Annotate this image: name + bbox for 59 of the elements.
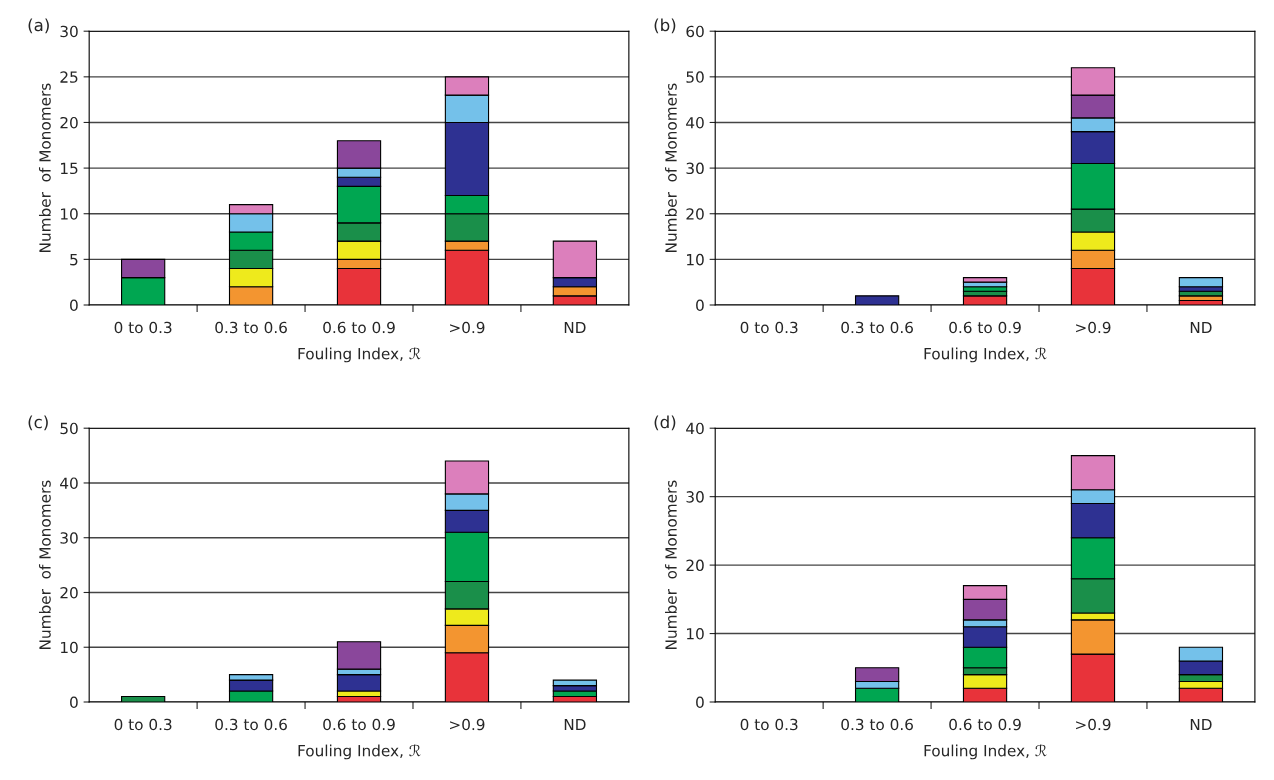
x-tick-label: 0 to 0.3 [740, 718, 798, 731]
y-tick-label: 20 [686, 559, 704, 572]
y-tick-label: 30 [60, 532, 78, 544]
x-tick-label: 0 to 0.3 [114, 321, 172, 334]
y-tick-label: 10 [61, 641, 78, 654]
y-tick-label: 40 [686, 422, 704, 435]
x-tick-label: 0.6 to 0.9 [323, 321, 395, 334]
y-tick-label: 25 [60, 71, 78, 83]
y-tick-label: 10 [687, 253, 704, 266]
x-tick-label: 0.3 to 0.6 [215, 718, 287, 731]
x-axis-title: Fouling Index, ℛ [298, 744, 421, 760]
x-axis-title: Fouling Index, ℛ [298, 347, 421, 363]
chart-title: (b) [654, 18, 676, 34]
x-tick-label: 0.3 to 0.6 [215, 321, 287, 334]
y-tick-label: 60 [686, 25, 704, 38]
y-tick-label: 0 [70, 696, 78, 709]
x-tick-label: 0 to 0.3 [114, 718, 172, 731]
x-tick-label: ND [564, 321, 586, 334]
y-tick-label: 40 [686, 116, 704, 129]
x-tick-label: 0.3 to 0.6 [841, 321, 913, 334]
x-tick-label: 0.6 to 0.9 [949, 321, 1021, 334]
y-tick-label: 5 [70, 254, 78, 266]
x-tick-label: ND [1190, 321, 1212, 334]
x-tick-label: 0 to 0.3 [740, 321, 798, 334]
y-tick-label: 0 [696, 299, 704, 312]
x-tick-label: 0.3 to 0.6 [841, 718, 913, 731]
y-tick-label: 30 [686, 491, 704, 503]
y-tick-label: 20 [60, 116, 78, 129]
x-axis-title: Fouling Index, ℛ [924, 347, 1047, 363]
y-tick-label: 10 [61, 208, 78, 220]
y-tick-label: 15 [61, 162, 78, 175]
x-tick-label: >0.9 [1076, 321, 1111, 334]
chart-title: (d) [654, 415, 676, 431]
y-axis-title: Number of Monomers [665, 83, 677, 252]
bar [1178, 277, 1224, 288]
y-tick-label: 50 [60, 422, 78, 435]
x-tick-label: >0.9 [1076, 718, 1111, 731]
y-axis-title: Number of Monomers [38, 83, 51, 252]
y-tick-label: 30 [686, 162, 704, 175]
y-tick-label: 0 [70, 299, 78, 312]
y-tick-label: 20 [60, 586, 78, 599]
x-axis-title: Fouling Index, ℛ [924, 744, 1047, 760]
x-tick-label: >0.9 [450, 321, 485, 334]
y-tick-label: 30 [60, 25, 78, 38]
y-tick-label: 50 [686, 71, 704, 83]
x-tick-label: ND [564, 718, 586, 731]
x-tick-label: >0.9 [450, 718, 485, 731]
x-tick-label: ND [1190, 718, 1212, 731]
x-tick-label: 0.6 to 0.9 [323, 718, 395, 731]
y-tick-label: 10 [687, 628, 704, 640]
y-tick-label: 0 [696, 696, 704, 709]
chart-title: (c) [28, 415, 48, 431]
y-tick-label: 20 [686, 208, 704, 220]
y-axis-title: Number of Monomers [38, 480, 51, 649]
y-axis-title: Number of Monomers [665, 480, 677, 649]
bar [962, 277, 1008, 283]
y-tick-label: 40 [60, 477, 78, 489]
chart-title: (a) [28, 18, 49, 34]
x-tick-label: 0.6 to 0.9 [949, 718, 1021, 731]
